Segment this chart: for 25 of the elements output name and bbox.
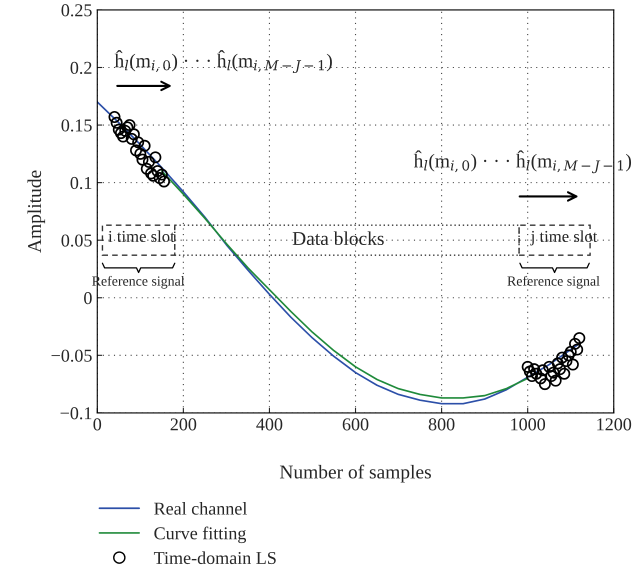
y-axis-title: Amplitude — [27, 170, 46, 253]
x-tick-label: 0 — [93, 418, 102, 430]
annotation: j time slot — [530, 230, 598, 246]
x-tick-label: 600 — [342, 418, 368, 430]
y-tick-label: 0 — [84, 292, 92, 304]
x-tick-label: 800 — [428, 418, 454, 430]
y-tick-label: −0.1 — [60, 407, 92, 420]
y-tick-label: 0.1 — [70, 176, 92, 190]
y-tick-label: 0.2 — [70, 62, 92, 74]
annotation: Reference signal — [507, 276, 600, 289]
legend-label: Time-domain LS — [154, 551, 276, 564]
annotation: Data blocks — [292, 231, 384, 246]
x-tick-label: 1200 — [597, 418, 632, 430]
y-tick-label: 0.25 — [62, 4, 92, 16]
annotation: i time slot — [108, 230, 175, 242]
x-tick-label: 200 — [170, 418, 196, 430]
text: ĥ$_{l}$(m$_{i,0}$) · · · ĥ$_{l}$(m$_{i,M−J−1}$) — [114, 50, 332, 74]
x-tick-label: 1000 — [511, 418, 546, 430]
legend-label: Curve fitting — [154, 526, 246, 544]
legend-label: Real channel — [154, 502, 247, 515]
y-tick-label: 0.15 — [62, 119, 92, 132]
y-tick-label: −0.05 — [52, 350, 92, 362]
y-tick-label: 0.05 — [62, 234, 92, 247]
x-axis-title: Number of samples — [280, 464, 431, 483]
x-tick-label: 400 — [256, 418, 282, 430]
